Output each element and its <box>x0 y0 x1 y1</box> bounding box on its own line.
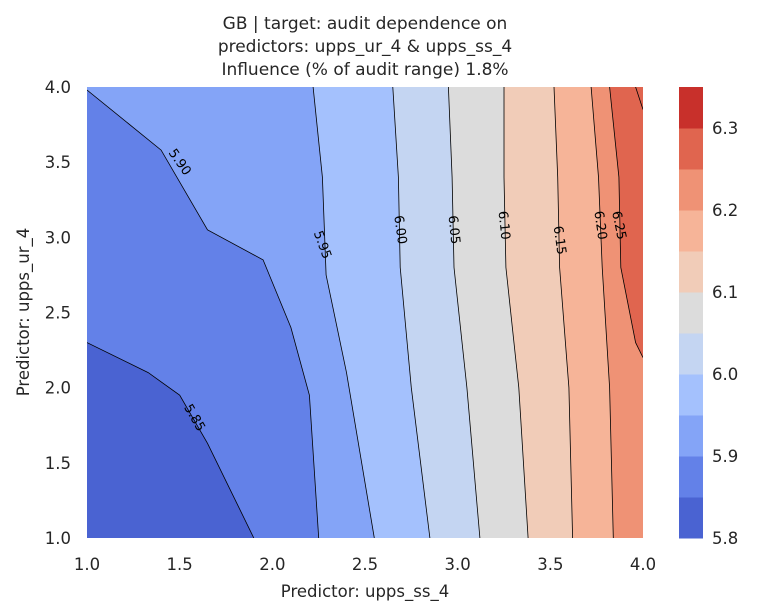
y-tick-label: 2.0 <box>45 379 71 398</box>
y-tick-label: 3.5 <box>45 153 71 172</box>
colorbar-tick-label: 6.1 <box>712 283 738 302</box>
y-tick-label: 4.0 <box>45 78 71 97</box>
colorbar-tick-label: 6.3 <box>712 119 738 138</box>
colorbar-segment <box>679 333 703 375</box>
x-tick-label: 3.0 <box>445 555 471 574</box>
colorbar-segment <box>679 497 703 539</box>
x-tick-label: 1.0 <box>74 555 100 574</box>
contour-line-6.20 <box>590 87 614 538</box>
title-line-2: predictors: upps_ur_4 & upps_ss_4 <box>218 37 512 57</box>
colorbar-segment <box>679 87 703 129</box>
contour-lines <box>87 87 643 538</box>
contour-line-6.10 <box>503 87 529 538</box>
colorbar-tick-label: 5.8 <box>712 529 738 548</box>
contour-label-6.25: 6.25 <box>608 210 629 241</box>
x-tick-label: 4.0 <box>630 555 656 574</box>
colorbar-segment <box>679 251 703 293</box>
band-fill-5.85 <box>87 342 254 538</box>
y-tick-label: 1.0 <box>45 529 71 548</box>
colorbar-tick-label: 6.2 <box>712 201 738 220</box>
x-axis-ticks: 1.0 1.5 2.0 2.5 3.0 3.5 4.0 <box>74 555 656 574</box>
contour-line-5.95 <box>312 87 375 538</box>
colorbar-segment <box>679 456 703 498</box>
contour-label-6.00: 6.00 <box>390 215 409 246</box>
colorbar-segment <box>679 169 703 211</box>
contour-label-6.10: 6.10 <box>495 210 513 240</box>
colorbar-segment <box>679 374 703 416</box>
contour-labels: 5.855.905.95 6.00 6.05 6.10 6.15 6.206.25 <box>165 146 629 434</box>
title-line-1: GB | target: audit dependence on <box>223 14 508 34</box>
colorbar-tick-label: 6.0 <box>712 365 738 384</box>
colorbar-ticks: 5.8 5.9 6.0 6.1 6.2 6.3 <box>712 119 738 548</box>
y-tick-label: 2.5 <box>45 304 71 323</box>
contour-line-6.05 <box>448 87 481 538</box>
y-axis-label: Predictor: upps_ur_4 <box>14 228 34 396</box>
contour-line-6.15 <box>553 87 573 538</box>
contour-line-6.25 <box>609 87 643 358</box>
colorbar-segment <box>679 210 703 252</box>
colorbar-segment <box>679 128 703 170</box>
plot-area <box>87 87 643 538</box>
contour-line-6.30 <box>635 87 643 110</box>
x-tick-label: 1.5 <box>167 555 193 574</box>
contour-label-6.20: 6.20 <box>590 210 609 241</box>
chart-title: GB | target: audit dependence on predict… <box>218 14 512 80</box>
contour-fills <box>87 87 643 538</box>
y-tick-label: 1.5 <box>45 454 71 473</box>
colorbar-segment <box>679 292 703 334</box>
colorbar-segment <box>679 415 703 457</box>
y-tick-label: 3.0 <box>45 228 71 247</box>
colorbar <box>679 87 703 539</box>
x-axis-label: Predictor: upps_ss_4 <box>281 582 449 602</box>
contour-label-6.15: 6.15 <box>550 225 569 256</box>
title-line-3: Influence (% of audit range) 1.8% <box>221 60 508 80</box>
x-tick-label: 3.5 <box>537 555 563 574</box>
contour-line-5.90 <box>87 89 320 538</box>
x-tick-label: 2.5 <box>352 555 378 574</box>
y-axis-ticks: 1.0 1.5 2.0 2.5 3.0 3.5 4.0 <box>45 78 71 548</box>
contour-line-6.00 <box>392 87 431 538</box>
colorbar-tick-label: 5.9 <box>712 447 738 466</box>
contour-label-6.05: 6.05 <box>444 215 462 245</box>
contour-line-5.85 <box>87 342 255 538</box>
x-tick-label: 2.0 <box>259 555 285 574</box>
